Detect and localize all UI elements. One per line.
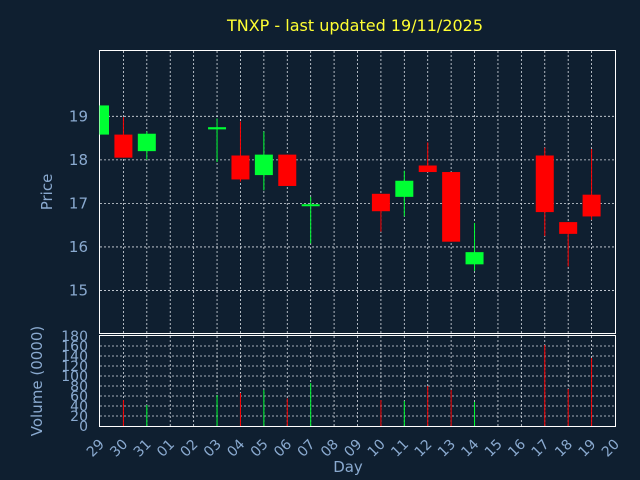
day-tick-label: 15 — [482, 437, 506, 461]
candle — [114, 117, 133, 158]
day-tick-label: 14 — [458, 436, 482, 460]
candle — [301, 196, 320, 244]
candle-body — [559, 222, 578, 234]
volume-tick-label: 0 — [79, 419, 88, 435]
day-tick-label: 17 — [529, 437, 553, 461]
volume-grid — [100, 336, 615, 426]
candles — [99, 105, 601, 271]
day-tick-label: 11 — [388, 437, 412, 461]
candle — [535, 147, 554, 237]
volume-axis-label: Volume (0000) — [28, 326, 46, 436]
day-tick-label: 02 — [178, 437, 202, 461]
candle — [559, 222, 578, 267]
candle-body — [418, 165, 437, 173]
candle-body — [371, 193, 390, 212]
day-labels: 29 30 31 01 02 03 04 05 06 07 08 09 10 11 12 13 14 15 16 17… — [84, 436, 623, 460]
candle-body — [114, 134, 133, 158]
candle — [465, 222, 484, 271]
candle — [254, 131, 273, 191]
day-tick-label: 07 — [295, 437, 319, 461]
day-tick-label: 04 — [224, 436, 248, 460]
day-tick-label: 08 — [318, 437, 342, 461]
price-axis-label: Price — [38, 174, 56, 211]
chart-title: TNXP - last updated 19/11/2025 — [226, 16, 483, 35]
volume-tick-label: 160 — [61, 339, 88, 355]
day-tick-label: 30 — [107, 437, 131, 461]
candle — [418, 142, 437, 173]
candle — [99, 105, 109, 135]
volume-tick-label: 180 — [61, 329, 88, 345]
candle — [582, 148, 601, 220]
candle — [208, 118, 227, 163]
candle — [137, 131, 156, 160]
candle-body — [301, 204, 320, 207]
day-tick-label: 29 — [84, 437, 108, 461]
day-tick-label: 06 — [271, 436, 295, 460]
day-tick-label: 05 — [248, 437, 272, 461]
price-tick-label: 15 — [69, 281, 88, 299]
day-tick-label: 13 — [435, 437, 459, 461]
day-tick-label: 20 — [599, 437, 623, 461]
day-tick-label: 10 — [365, 437, 389, 461]
candle — [278, 154, 297, 186]
candle-body — [100, 105, 109, 135]
candle-body — [231, 155, 250, 180]
candle — [231, 121, 250, 182]
volume-tick-label: 80 — [70, 379, 88, 395]
candle-body — [535, 155, 554, 213]
candle-body — [278, 154, 297, 186]
day-tick-label: 12 — [412, 437, 436, 461]
volume-tick-label: 60 — [70, 389, 88, 405]
day-tick-label: 19 — [575, 437, 599, 461]
day-tick-label: 16 — [505, 436, 529, 460]
volume-tick-label: 140 — [61, 349, 88, 365]
candle — [371, 193, 390, 232]
candle-body — [395, 180, 414, 197]
candle — [395, 170, 414, 217]
day-tick-label: 01 — [154, 437, 178, 461]
day-tick-label: 03 — [201, 437, 225, 461]
candle-body — [208, 127, 227, 130]
candle-body — [254, 154, 273, 176]
day-tick-label: 31 — [131, 437, 155, 461]
day-tick-label: 09 — [341, 437, 365, 461]
candle-body — [442, 172, 461, 242]
price-panel: 15 16 17 18 19 Price — [38, 50, 616, 334]
candle-body — [137, 133, 156, 152]
volume-tick-label: 120 — [61, 359, 88, 375]
price-tick-label: 18 — [69, 151, 88, 169]
candle-body — [582, 194, 601, 217]
x-axis-label: Day — [333, 458, 363, 476]
volume-tick-label: 40 — [70, 399, 88, 415]
candle — [442, 172, 461, 242]
day-tick-label: 18 — [552, 437, 576, 461]
volume-tick-label: 20 — [70, 409, 88, 425]
price-tick-label: 16 — [69, 238, 88, 256]
volume-tick-label: 100 — [61, 369, 88, 385]
volume-bars — [122, 345, 593, 426]
candle-body — [465, 252, 484, 265]
price-tick-label: 17 — [69, 194, 88, 212]
price-tick-label: 19 — [69, 107, 88, 125]
price-y-ticks: 15 16 17 18 19 — [69, 107, 88, 299]
